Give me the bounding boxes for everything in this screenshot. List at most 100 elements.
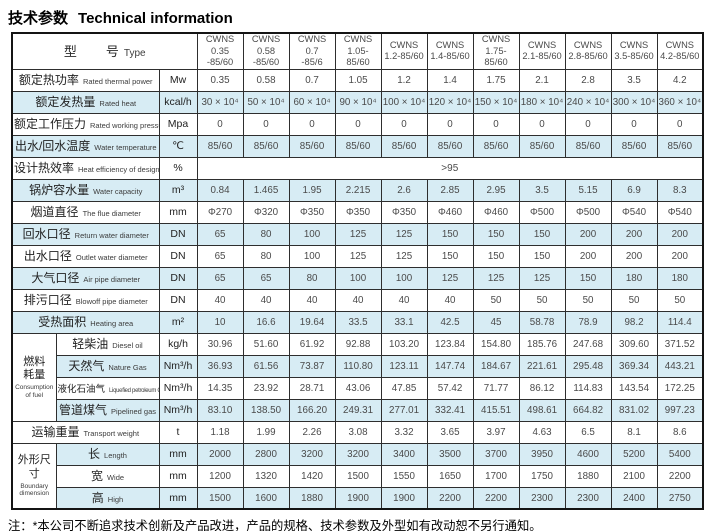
- table-row: 宽 Wide mm 1200 1320 1420 1500 1550 1650 1700 1750 1…: [12, 464, 704, 488]
- row-unit-cell: mm: [158, 442, 198, 466]
- value-cell: 300 × 10⁴: [610, 90, 658, 114]
- value-cell: 1600: [242, 486, 290, 510]
- value-cell: 3.5: [518, 178, 566, 202]
- technical-spec-table: 型 号 Type CWNS 0.35 -85/60 CWNS 0.58 -85/60 C…: [11, 32, 705, 511]
- value-cell: 1700: [472, 464, 520, 488]
- row-label-zh: 运输重量: [31, 425, 80, 440]
- value-cell: 100: [288, 222, 336, 246]
- row-label-cell: 轻柴油 Diesel oil: [55, 332, 160, 356]
- value-cell: 2100: [610, 464, 658, 488]
- type-header-en: Type: [123, 48, 146, 60]
- value-cell: 150: [518, 244, 566, 268]
- value-cell: 47.85: [380, 376, 428, 400]
- value-cell: 150 × 10⁴: [472, 90, 520, 114]
- model-header-8: CWNS 2.8-85/60: [564, 32, 612, 70]
- value-cell: 150: [426, 244, 474, 268]
- spec-table-header: 型 号 Type CWNS 0.35 -85/60 CWNS 0.58 -85/60 C…: [11, 32, 704, 70]
- page-title-zh: 技术参数: [8, 10, 69, 27]
- row-label-en: Heat efficiency of design: [78, 165, 159, 175]
- row-unit-cell: Mw: [158, 68, 198, 92]
- value-cell: 0: [196, 112, 244, 136]
- value-cell: 125: [380, 222, 428, 246]
- row-unit-cell: kcal/h: [158, 90, 198, 114]
- row-unit-cell: m²: [158, 310, 198, 334]
- value-cell: 50: [472, 288, 520, 312]
- value-cell: 172.25: [656, 376, 704, 400]
- value-cell: 2200: [472, 486, 520, 510]
- value-cell: 0.84: [196, 178, 244, 202]
- model-header-9: CWNS 3.5-85/60: [610, 32, 658, 70]
- spec-table-body: 额定热功率 Rated thermal power Mw 0.35 0.58 0.7 1.0…: [11, 68, 704, 510]
- value-cell: 23.92: [242, 376, 290, 400]
- row-unit-cell: m³: [158, 178, 198, 202]
- row-label-zh: 天然气: [68, 359, 105, 374]
- value-cell: Φ540: [610, 200, 658, 224]
- value-cell: 4.63: [518, 420, 566, 444]
- row-unit-cell: ℃: [158, 134, 198, 158]
- value-cell: 40: [242, 288, 290, 312]
- value-cell: Φ460: [426, 200, 474, 224]
- value-cell: 309.60: [610, 332, 658, 356]
- value-cell: 50: [564, 288, 612, 312]
- row-label-cell: 出水口径 Outlet water diameter: [11, 244, 160, 268]
- value-cell: 14.35: [196, 376, 244, 400]
- row-label-zh: 液化石油气: [57, 384, 106, 396]
- value-cell: 2.26: [288, 420, 336, 444]
- value-cell: 85/60: [196, 134, 244, 158]
- value-cell: 1750: [518, 464, 566, 488]
- row-label-zh: 受热面积: [38, 315, 87, 330]
- table-row: 出水口径 Outlet water diameter DN 65 80 100 125 125…: [11, 244, 704, 268]
- row-unit-cell: kg/h: [158, 332, 198, 356]
- value-cell: 0: [380, 112, 428, 136]
- value-cell: 5400: [656, 442, 704, 466]
- value-cell: 3.32: [380, 420, 428, 444]
- row-label-en: Water capacity: [93, 187, 143, 197]
- value-cell: 180: [610, 266, 658, 290]
- value-cell: 50: [518, 288, 566, 312]
- value-cell: 185.76: [518, 332, 566, 356]
- table-row: 出水/回水温度 Water temperature ℃ 85/60 85/60 85/60…: [11, 134, 704, 158]
- value-cell: 8.1: [610, 420, 658, 444]
- value-cell: 78.9: [564, 310, 612, 334]
- row-unit-cell: DN: [158, 222, 198, 246]
- value-cell: 2.215: [334, 178, 382, 202]
- value-cell: 50: [656, 288, 704, 312]
- value-cell: 1880: [288, 486, 336, 510]
- value-cell: 1500: [334, 464, 382, 488]
- value-cell: 2400: [610, 486, 658, 510]
- value-cell: 110.80: [334, 354, 382, 378]
- model-header-10: CWNS 4.2-85/60: [656, 32, 704, 70]
- page-title-en: Technical information: [78, 10, 233, 27]
- group-label-cell: 外形尺寸 Boundary dimension: [11, 442, 57, 510]
- value-cell: 65: [242, 266, 290, 290]
- table-row: 运输重量 Transport weight t 1.18 1.99 2.26 3.08 3.3…: [11, 420, 704, 444]
- row-label-en: Air pipe diameter: [83, 275, 141, 285]
- row-label-zh: 回水口径: [22, 227, 71, 242]
- value-cell: 103.20: [380, 332, 428, 356]
- value-cell: Φ350: [334, 200, 382, 224]
- value-cell: 125: [380, 244, 428, 268]
- value-cell: 0.58: [242, 68, 290, 92]
- value-cell: 221.61: [518, 354, 566, 378]
- row-unit-cell: DN: [158, 266, 198, 290]
- row-label-cell: 排污口径 Blowoff pipe diameter: [11, 288, 160, 312]
- value-cell: 85/60: [472, 134, 520, 158]
- value-cell: 498.61: [518, 398, 566, 422]
- value-cell: 6.5: [564, 420, 612, 444]
- row-unit-cell: t: [158, 420, 198, 444]
- value-cell: 85/60: [334, 134, 382, 158]
- value-cell: 16.6: [242, 310, 290, 334]
- value-cell: Φ350: [380, 200, 428, 224]
- row-label-zh: 出水/回水温度: [14, 139, 91, 154]
- value-cell: 125: [518, 266, 566, 290]
- value-cell: 10: [196, 310, 244, 334]
- value-cell: 85/60: [380, 134, 428, 158]
- value-cell: 150: [426, 222, 474, 246]
- row-label-zh: 高: [91, 491, 104, 506]
- value-cell: 40: [426, 288, 474, 312]
- value-cell: Φ320: [242, 200, 290, 224]
- row-label-en: The flue diameter: [82, 209, 141, 219]
